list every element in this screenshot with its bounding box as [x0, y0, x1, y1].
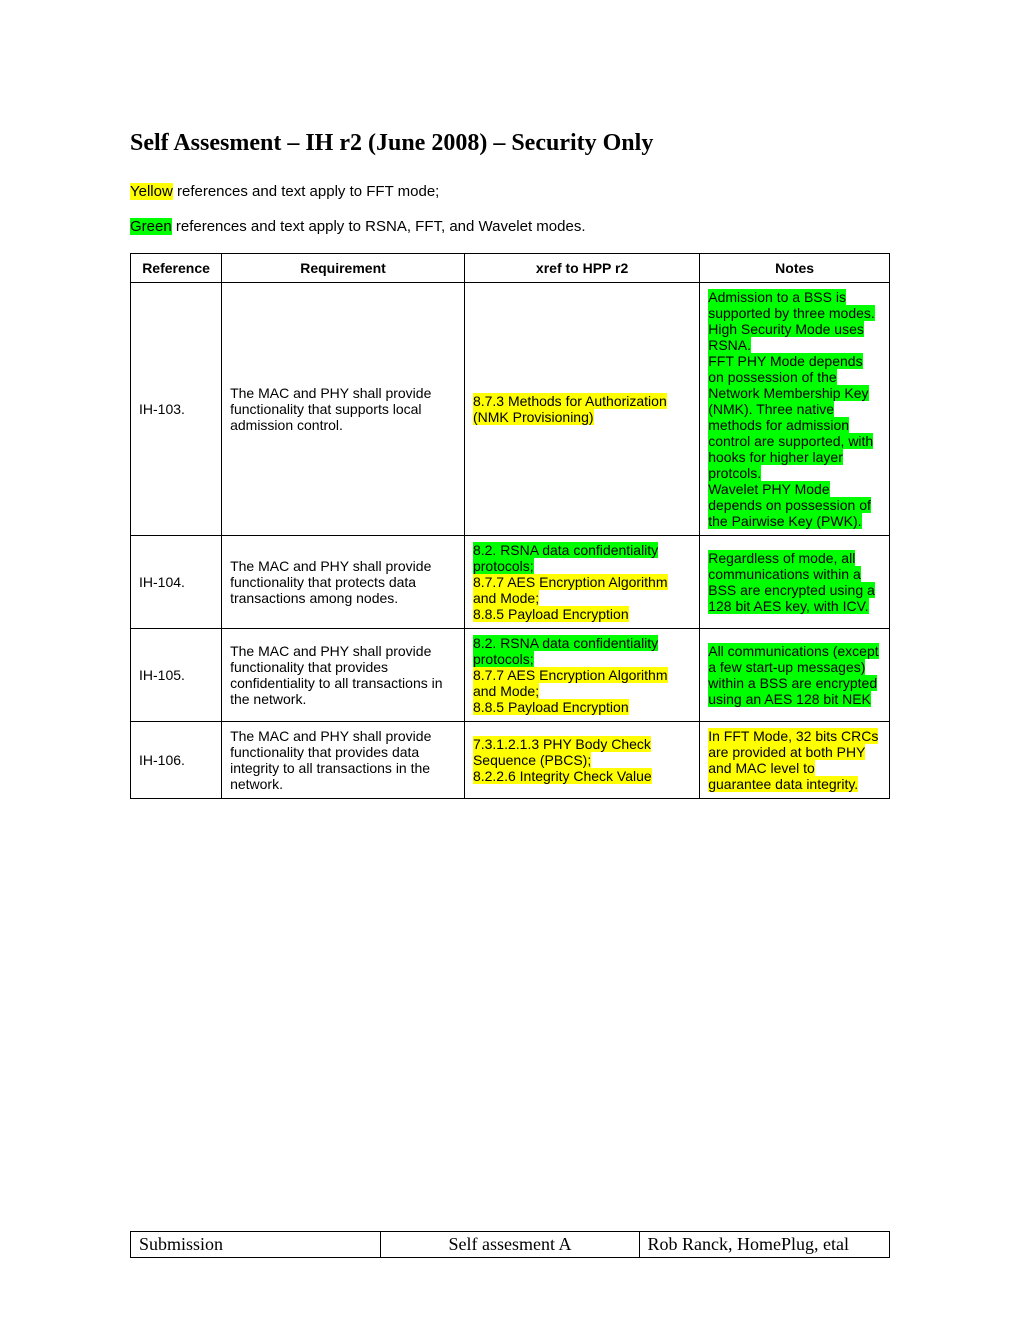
highlight-run: In FFT Mode, 32 bits CRCs are provided a…	[708, 728, 878, 792]
footer-left: Submission	[131, 1232, 381, 1258]
cell-xref: 8.2. RSNA data confidentiality protocols…	[464, 536, 699, 629]
cell-xref: 8.7.3 Methods for Authorization (NMK Pro…	[464, 283, 699, 536]
cell-xref: 8.2. RSNA data confidentiality protocols…	[464, 629, 699, 722]
footer-right: Rob Ranck, HomePlug, etal	[639, 1232, 889, 1258]
highlight-run: 7.3.1.2.1.3 PHY Body Check Sequence (PBC…	[473, 736, 651, 768]
legend-green: Green references and text apply to RSNA,…	[130, 218, 890, 235]
cell-line: 8.7.7 AES Encryption Algorithm and Mode;	[473, 574, 691, 606]
cell-line: 8.2. RSNA data confidentiality protocols…	[473, 542, 691, 574]
highlight-run: 8.2. RSNA data confidentiality protocols…	[473, 542, 658, 574]
cell-line: Wavelet PHY Mode depends on possession o…	[708, 481, 881, 529]
cell-line: Regardless of mode, all communications w…	[708, 550, 881, 614]
cell-reference: IH-106.	[131, 722, 222, 799]
cell-line: 8.8.5 Payload Encryption	[473, 699, 691, 715]
table-header-row: Reference Requirement xref to HPP r2 Not…	[131, 254, 890, 283]
cell-line: FFT PHY Mode depends on possession of th…	[708, 353, 881, 481]
cell-xref: 7.3.1.2.1.3 PHY Body Check Sequence (PBC…	[464, 722, 699, 799]
cell-line: In FFT Mode, 32 bits CRCs are provided a…	[708, 728, 881, 792]
cell-requirement: The MAC and PHY shall provide functional…	[222, 722, 465, 799]
col-requirement: Requirement	[222, 254, 465, 283]
cell-line: Admission to a BSS is supported by three…	[708, 289, 881, 353]
cell-line: 8.8.5 Payload Encryption	[473, 606, 691, 622]
col-notes: Notes	[700, 254, 890, 283]
requirements-table: Reference Requirement xref to HPP r2 Not…	[130, 253, 890, 799]
cell-requirement: The MAC and PHY shall provide functional…	[222, 629, 465, 722]
cell-line: 8.7.7 AES Encryption Algorithm and Mode;	[473, 667, 691, 699]
page-footer: Submission Self assesment A Rob Ranck, H…	[130, 1231, 890, 1258]
cell-line: All communications (except a few start-u…	[708, 643, 881, 707]
cell-requirement: The MAC and PHY shall provide functional…	[222, 536, 465, 629]
cell-reference: IH-103.	[131, 283, 222, 536]
highlight-run: Admission to a BSS is supported by three…	[708, 289, 875, 353]
legend-green-word: Green	[130, 218, 172, 235]
cell-line: 8.2. RSNA data confidentiality protocols…	[473, 635, 691, 667]
highlight-run: All communications (except a few start-u…	[708, 643, 878, 707]
footer-mid: Self assesment A	[381, 1232, 639, 1258]
highlight-run: 8.8.5 Payload Encryption	[473, 606, 629, 622]
cell-reference: IH-104.	[131, 536, 222, 629]
col-xref: xref to HPP r2	[464, 254, 699, 283]
cell-requirement: The MAC and PHY shall provide functional…	[222, 283, 465, 536]
highlight-run: 8.7.3 Methods for Authorization (NMK Pro…	[473, 393, 667, 425]
highlight-run: Regardless of mode, all communications w…	[708, 550, 875, 614]
page-title: Self Assesment – IH r2 (June 2008) – Sec…	[130, 130, 890, 157]
cell-notes: Admission to a BSS is supported by three…	[700, 283, 890, 536]
highlight-run: 8.8.5 Payload Encryption	[473, 699, 629, 715]
highlight-run: 8.2.2.6 Integrity Check Value	[473, 768, 652, 784]
cell-line: 8.2.2.6 Integrity Check Value	[473, 768, 691, 784]
highlight-run: FFT PHY Mode depends on possession of th…	[708, 353, 873, 481]
legend-green-rest: references and text apply to RSNA, FFT, …	[172, 218, 586, 235]
highlight-run: 8.7.7 AES Encryption Algorithm and Mode;	[473, 574, 668, 606]
legend-yellow: Yellow references and text apply to FFT …	[130, 183, 890, 200]
cell-line: 8.7.3 Methods for Authorization (NMK Pro…	[473, 393, 691, 425]
col-reference: Reference	[131, 254, 222, 283]
page: Self Assesment – IH r2 (June 2008) – Sec…	[0, 0, 1020, 1320]
highlight-run: 8.2. RSNA data confidentiality protocols…	[473, 635, 658, 667]
cell-notes: All communications (except a few start-u…	[700, 629, 890, 722]
highlight-run: 8.7.7 AES Encryption Algorithm and Mode;	[473, 667, 668, 699]
table-row: IH-104. The MAC and PHY shall provide fu…	[131, 536, 890, 629]
highlight-run: Wavelet PHY Mode depends on possession o…	[708, 481, 871, 529]
table-row: IH-103. The MAC and PHY shall provide fu…	[131, 283, 890, 536]
cell-notes: Regardless of mode, all communications w…	[700, 536, 890, 629]
legend-yellow-rest: references and text apply to FFT mode;	[173, 183, 440, 200]
table-row: IH-105. The MAC and PHY shall provide fu…	[131, 629, 890, 722]
cell-notes: In FFT Mode, 32 bits CRCs are provided a…	[700, 722, 890, 799]
legend-yellow-word: Yellow	[130, 183, 173, 200]
cell-line: 7.3.1.2.1.3 PHY Body Check Sequence (PBC…	[473, 736, 691, 768]
cell-reference: IH-105.	[131, 629, 222, 722]
table-row: IH-106. The MAC and PHY shall provide fu…	[131, 722, 890, 799]
